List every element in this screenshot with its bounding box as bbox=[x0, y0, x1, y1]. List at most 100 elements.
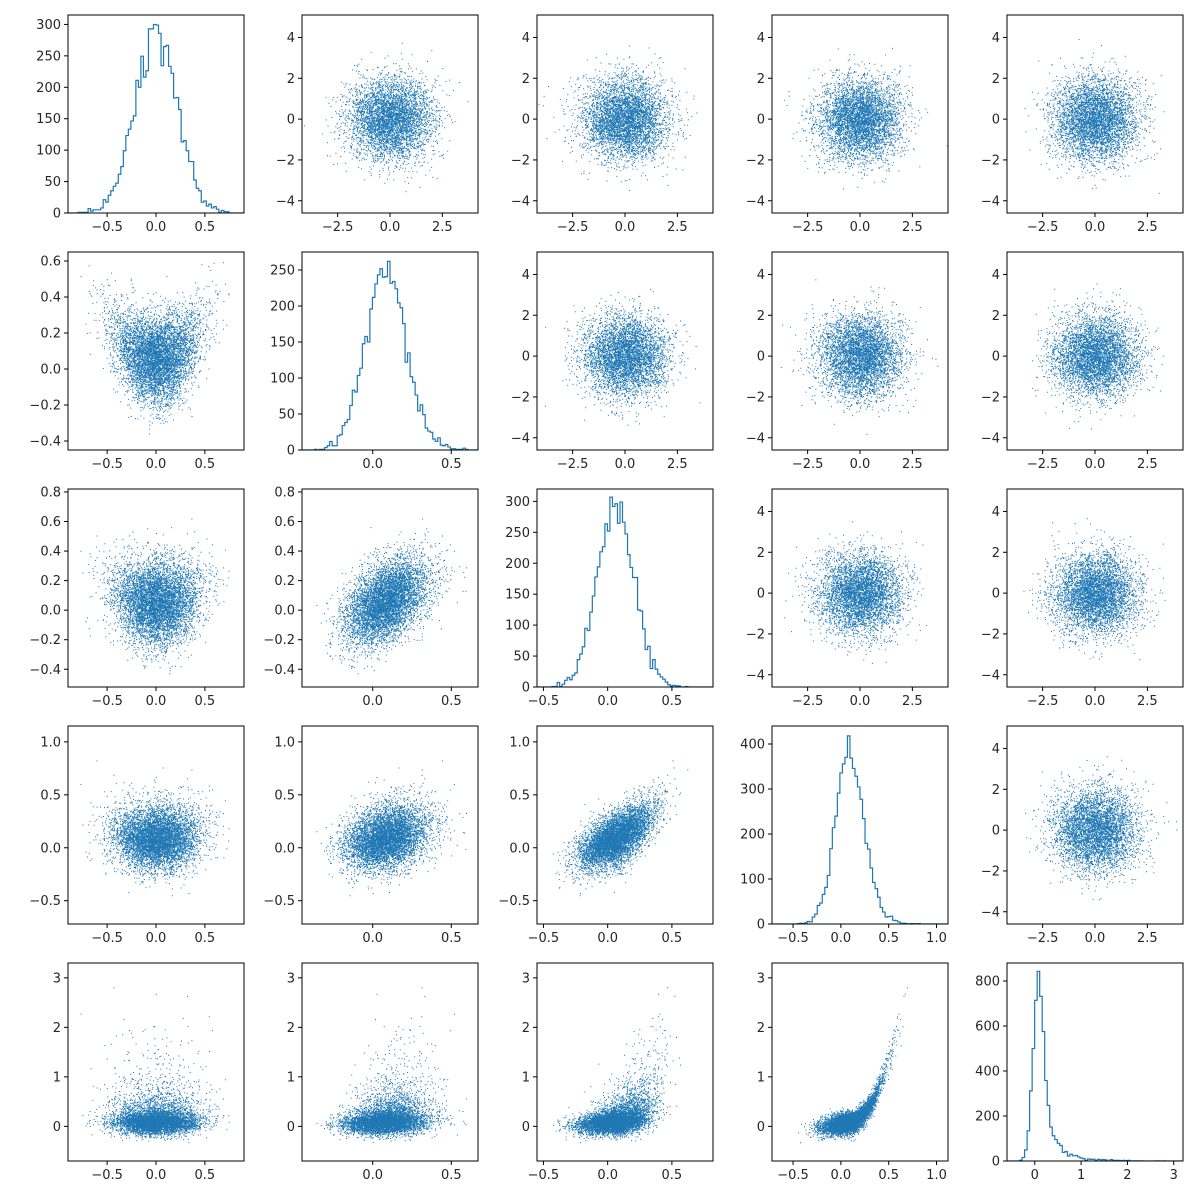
scatter-points bbox=[1025, 39, 1165, 194]
x-tick-label: 0.5 bbox=[441, 1168, 462, 1183]
x-tick-label: 2.5 bbox=[1137, 694, 1158, 709]
y-tick-label: 1 bbox=[287, 1070, 295, 1085]
y-tick-label: 0 bbox=[757, 918, 765, 933]
plot-area bbox=[316, 760, 499, 896]
plot-area bbox=[784, 521, 927, 664]
x-tick-label: 0.0 bbox=[362, 694, 383, 709]
y-tick-label: 0 bbox=[992, 587, 1000, 602]
y-tick-label: 200 bbox=[505, 557, 530, 572]
plot-area bbox=[784, 48, 948, 190]
y-tick-label: 4 bbox=[757, 268, 765, 283]
y-tick-label: −4 bbox=[746, 668, 765, 683]
y-tick-label: 0.5 bbox=[509, 788, 530, 803]
y-tick-label: 0 bbox=[992, 1155, 1000, 1170]
y-tick-label: 0 bbox=[287, 113, 295, 128]
y-tick-label: 4 bbox=[757, 505, 765, 520]
x-tick-label: 0.0 bbox=[146, 931, 167, 946]
y-tick-label: 300 bbox=[740, 783, 765, 798]
y-tick-label: 0.0 bbox=[40, 841, 61, 856]
x-tick-label: 2.5 bbox=[432, 220, 453, 235]
x-tick-label: −2.5 bbox=[1027, 220, 1059, 235]
y-tick-label: 0.4 bbox=[274, 545, 295, 560]
plot-area bbox=[1007, 971, 1183, 1161]
x-tick-label: 0.5 bbox=[662, 1168, 683, 1183]
y-tick-label: 150 bbox=[36, 112, 61, 127]
y-tick-label: 0.5 bbox=[40, 788, 61, 803]
y-tick-label: 0.6 bbox=[40, 255, 61, 270]
y-tick-label: 0 bbox=[53, 207, 61, 222]
y-tick-label: 200 bbox=[270, 300, 295, 315]
x-tick-label: 0.0 bbox=[1085, 694, 1106, 709]
plot-area bbox=[302, 261, 478, 450]
plot-area bbox=[81, 226, 230, 435]
scatter-points bbox=[997, 756, 1178, 900]
y-tick-label: 1.0 bbox=[274, 735, 295, 750]
x-tick-label: 2.5 bbox=[902, 694, 923, 709]
x-tick-label: 0.0 bbox=[146, 457, 167, 472]
y-tick-label: 400 bbox=[975, 1065, 1000, 1080]
y-tick-label: 0 bbox=[757, 113, 765, 128]
x-tick-label: 1 bbox=[1077, 1168, 1085, 1183]
subplot-r2-c1: 0.0 0.5−0.4−0.20.00.20.40.60.8 bbox=[263, 485, 498, 709]
y-tick-label: 2 bbox=[522, 72, 530, 87]
y-tick-label: 2 bbox=[53, 1021, 61, 1036]
y-tick-label: 2 bbox=[992, 546, 1000, 561]
y-tick-label: 4 bbox=[992, 742, 1000, 757]
scatter-points bbox=[316, 519, 499, 675]
x-tick-label: 0.0 bbox=[850, 694, 871, 709]
x-tick-label: 0.5 bbox=[195, 694, 216, 709]
scatter-points bbox=[553, 935, 689, 1143]
plot-area bbox=[537, 497, 713, 687]
x-tick-label: 0.0 bbox=[597, 1168, 618, 1183]
x-tick-label: 0.0 bbox=[850, 457, 871, 472]
x-tick-label: 0.0 bbox=[850, 220, 871, 235]
y-tick-label: 0 bbox=[992, 350, 1000, 365]
y-tick-label: 2 bbox=[287, 1021, 295, 1036]
x-tick-label: −0.5 bbox=[91, 931, 123, 946]
x-tick-label: 0.5 bbox=[195, 220, 216, 235]
x-tick-label: 2 bbox=[1123, 1168, 1131, 1183]
x-tick-label: 0.0 bbox=[615, 220, 636, 235]
x-tick-label: 0.0 bbox=[597, 694, 618, 709]
y-tick-label: 0.4 bbox=[40, 291, 61, 306]
y-tick-label: −0.4 bbox=[29, 435, 61, 450]
y-tick-label: 0.2 bbox=[40, 574, 61, 589]
y-tick-label: −4 bbox=[746, 431, 765, 446]
y-tick-label: 0.0 bbox=[274, 604, 295, 619]
plot-area bbox=[1024, 518, 1166, 660]
y-tick-label: 250 bbox=[270, 264, 295, 279]
scatter-points bbox=[539, 46, 718, 191]
y-tick-label: −2 bbox=[746, 153, 765, 168]
scatter-points bbox=[553, 760, 689, 896]
x-tick-label: 1.0 bbox=[926, 931, 947, 946]
y-tick-label: 100 bbox=[740, 873, 765, 888]
x-tick-label: 0.0 bbox=[1085, 220, 1106, 235]
subplot-r3-c1: 0.0 0.5−0.50.00.51.0 bbox=[263, 726, 498, 946]
y-tick-label: 300 bbox=[36, 18, 61, 33]
x-tick-label: −2.5 bbox=[792, 220, 824, 235]
y-tick-label: 3 bbox=[53, 971, 61, 986]
y-tick-label: 1.0 bbox=[509, 735, 530, 750]
x-tick-label: −2.5 bbox=[322, 220, 354, 235]
x-tick-label: 0.5 bbox=[195, 931, 216, 946]
y-tick-label: −2 bbox=[746, 627, 765, 642]
y-tick-label: 3 bbox=[757, 971, 765, 986]
y-tick-label: −4 bbox=[511, 431, 530, 446]
y-tick-label: 0 bbox=[992, 824, 1000, 839]
axes-frame bbox=[537, 489, 713, 687]
y-tick-label: 0.2 bbox=[40, 327, 61, 342]
y-tick-label: 4 bbox=[522, 31, 530, 46]
x-tick-label: 0.0 bbox=[362, 931, 383, 946]
y-tick-label: 400 bbox=[740, 738, 765, 753]
y-tick-label: −4 bbox=[981, 194, 1000, 209]
x-tick-label: −0.5 bbox=[528, 694, 560, 709]
y-tick-label: 0.6 bbox=[274, 515, 295, 530]
x-tick-label: 3 bbox=[1170, 1168, 1178, 1183]
x-tick-label: −0.5 bbox=[91, 220, 123, 235]
